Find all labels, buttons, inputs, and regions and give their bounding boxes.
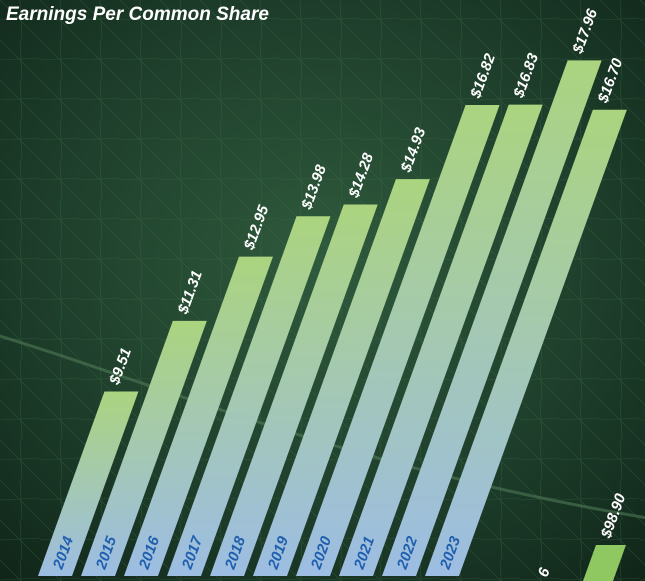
- chart-title: Earnings Per Common Share: [6, 4, 269, 25]
- bar: [124, 256, 273, 576]
- bar: [339, 104, 543, 576]
- bar: [583, 545, 626, 581]
- bar: [210, 204, 378, 577]
- bar: [253, 179, 430, 576]
- bar: [425, 109, 627, 576]
- bar: [167, 216, 331, 576]
- bar: [38, 391, 139, 576]
- bar: [382, 60, 602, 577]
- bar: [296, 105, 500, 577]
- bar: [81, 320, 207, 576]
